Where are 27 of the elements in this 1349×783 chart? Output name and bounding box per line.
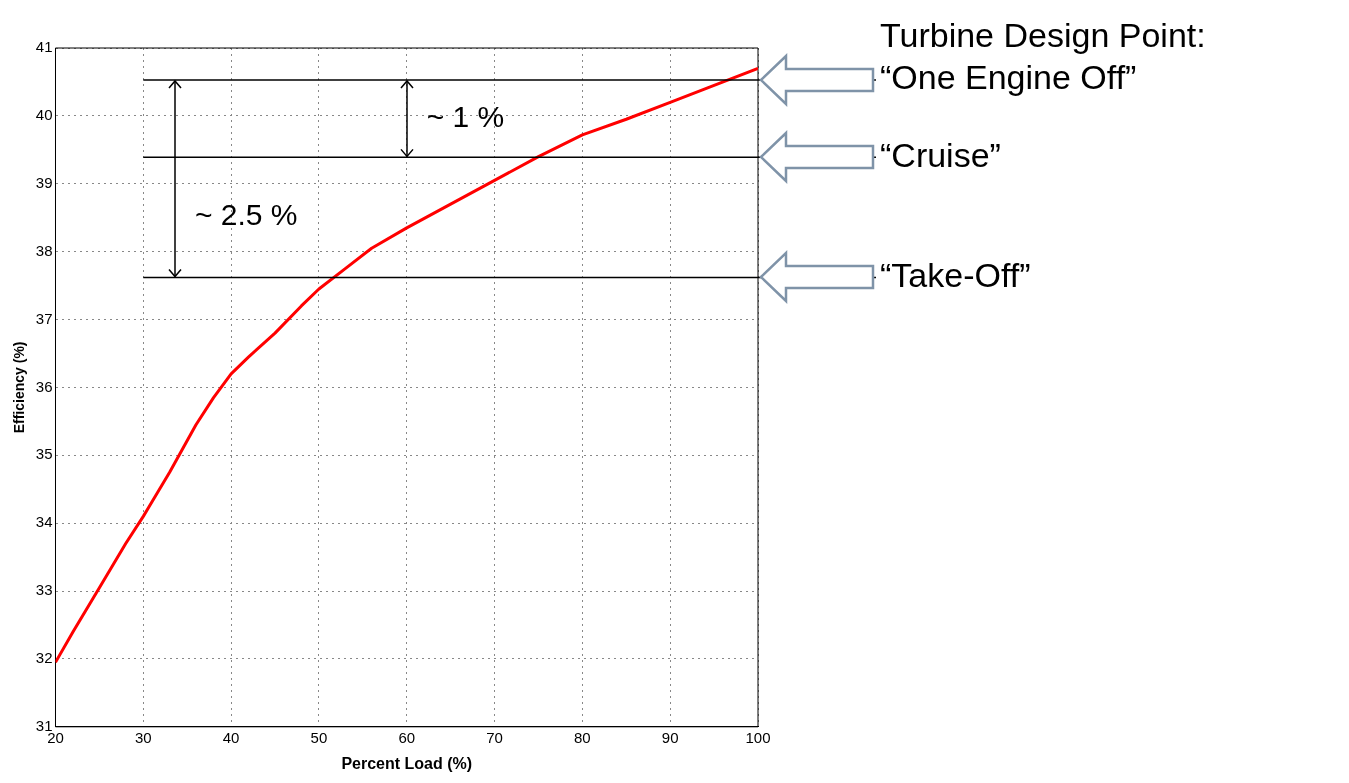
annotation: ~ 2.5 % (194, 197, 298, 231)
text: Turbine Design Point: (880, 16, 1206, 55)
y-tick-label: 35 (35, 445, 53, 463)
y-tick-label: 31 (35, 716, 53, 734)
x-tick-label: 100 (745, 728, 771, 746)
y-axis-title: Efficiency (%) (11, 341, 28, 434)
y-tick-label: 38 (35, 241, 53, 259)
annotation: ~ 1 % (426, 99, 505, 133)
y-tick-label: 36 (35, 377, 53, 395)
ref-line-label: “One Engine Off” (880, 58, 1137, 97)
y-tick-label: 34 (35, 513, 53, 531)
x-tick-label: 60 (398, 728, 416, 746)
x-tick-label: 50 (310, 728, 328, 746)
ref-line-label: “Cruise” (880, 135, 1001, 174)
y-tick-label: 39 (35, 173, 53, 191)
y-tick-label: 40 (35, 106, 53, 124)
x-tick-label: 70 (486, 728, 503, 746)
x-tick-label: 30 (134, 728, 152, 746)
y-tick-label: 37 (35, 309, 53, 327)
x-tick-label: 40 (222, 728, 240, 746)
y-tick-label: 33 (35, 581, 53, 599)
x-tick-label: 90 (661, 728, 679, 746)
ref-line-label: “Take-Off” (880, 255, 1031, 294)
x-tick-label: 80 (574, 728, 591, 746)
x-axis-title: Percent Load (%) (341, 754, 473, 772)
y-tick-label: 32 (35, 649, 53, 667)
y-tick-label: 41 (35, 38, 53, 56)
